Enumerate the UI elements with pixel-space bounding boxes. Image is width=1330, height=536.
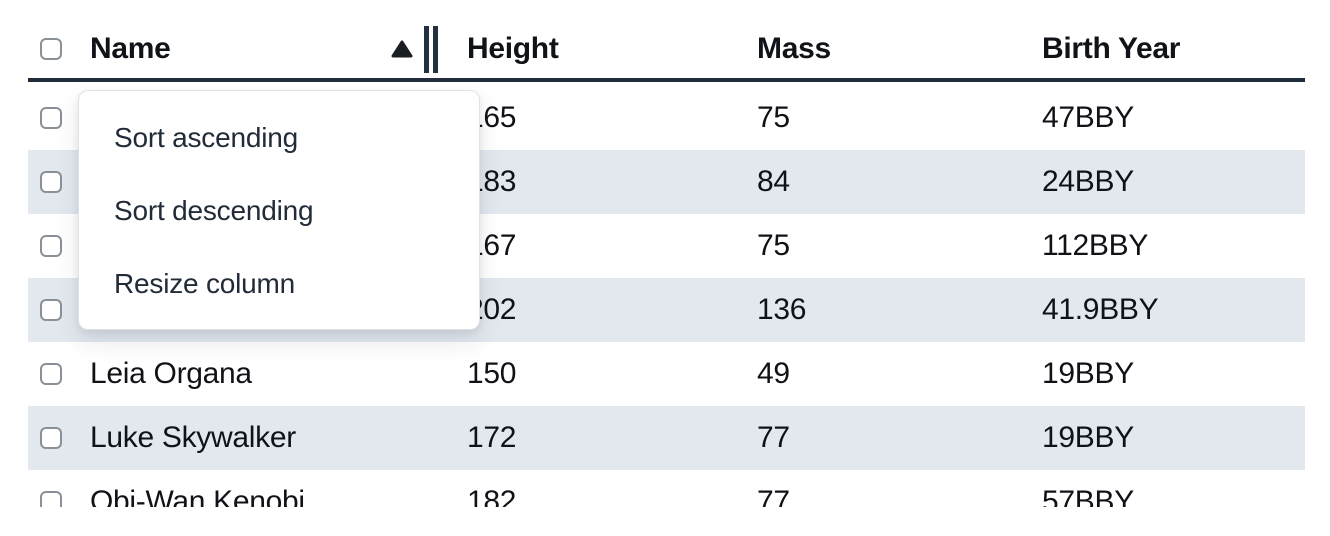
header-select-cell <box>28 38 90 60</box>
select-all-checkbox[interactable] <box>40 38 62 60</box>
cell-mass: 77 <box>757 421 790 454</box>
cell-birth-year: 41.9BBY <box>1042 293 1159 326</box>
cell-birth-year: 19BBY <box>1042 357 1134 390</box>
column-header-height[interactable]: Height <box>467 32 559 65</box>
table-row: Leia Organa 150 49 19BBY <box>28 342 1305 406</box>
cell-name: Luke Skywalker <box>90 421 296 454</box>
column-context-menu: Sort ascending Sort descending Resize co… <box>78 90 480 330</box>
cell-height: 167 <box>467 229 517 262</box>
row-checkbox[interactable] <box>40 171 62 193</box>
row-checkbox[interactable] <box>40 235 62 257</box>
cell-height: 183 <box>467 165 517 198</box>
cell-mass: 49 <box>757 357 790 390</box>
cell-height: 202 <box>467 293 517 326</box>
resize-bar-icon <box>424 25 429 73</box>
cell-mass: 136 <box>757 293 807 326</box>
cell-mass: 75 <box>757 229 790 262</box>
table-row: Luke Skywalker 172 77 19BBY <box>28 406 1305 470</box>
cell-birth-year: 24BBY <box>1042 165 1134 198</box>
menu-item-resize-column[interactable]: Resize column <box>114 267 296 299</box>
column-resize-handle[interactable] <box>424 25 438 73</box>
cell-height: 172 <box>467 421 517 454</box>
cell-height: 182 <box>467 485 517 507</box>
cell-name: Obi-Wan Kenobi <box>90 485 305 507</box>
menu-item-sort-descending[interactable]: Sort descending <box>114 194 314 226</box>
cell-height: 165 <box>467 101 517 134</box>
row-checkbox[interactable] <box>40 491 62 507</box>
cell-birth-year: 19BBY <box>1042 421 1134 454</box>
data-table-view: Name Height Mass Birth Year 165 <box>28 0 1305 507</box>
cell-birth-year: 112BBY <box>1042 229 1149 262</box>
cell-birth-year: 47BBY <box>1042 101 1134 134</box>
cell-height: 150 <box>467 357 517 390</box>
table-row: Obi-Wan Kenobi 182 77 57BBY <box>28 470 1305 507</box>
row-checkbox[interactable] <box>40 107 62 129</box>
sort-ascending-icon <box>391 40 413 58</box>
resize-bar-icon <box>433 25 438 73</box>
cell-name: Leia Organa <box>90 357 252 390</box>
row-checkbox[interactable] <box>40 427 62 449</box>
cell-birth-year: 57BBY <box>1042 485 1134 507</box>
column-header-birth-year[interactable]: Birth Year <box>1042 32 1181 65</box>
menu-item-sort-ascending[interactable]: Sort ascending <box>114 121 298 153</box>
cell-mass: 77 <box>757 485 790 507</box>
row-checkbox[interactable] <box>40 299 62 321</box>
column-header-name[interactable]: Name <box>90 25 467 73</box>
column-header-mass[interactable]: Mass <box>757 32 831 65</box>
row-checkbox[interactable] <box>40 363 62 385</box>
cell-mass: 84 <box>757 165 790 198</box>
table-header-row: Name Height Mass Birth Year <box>28 0 1305 82</box>
column-header-name-label: Name <box>90 32 171 65</box>
cell-mass: 75 <box>757 101 790 134</box>
